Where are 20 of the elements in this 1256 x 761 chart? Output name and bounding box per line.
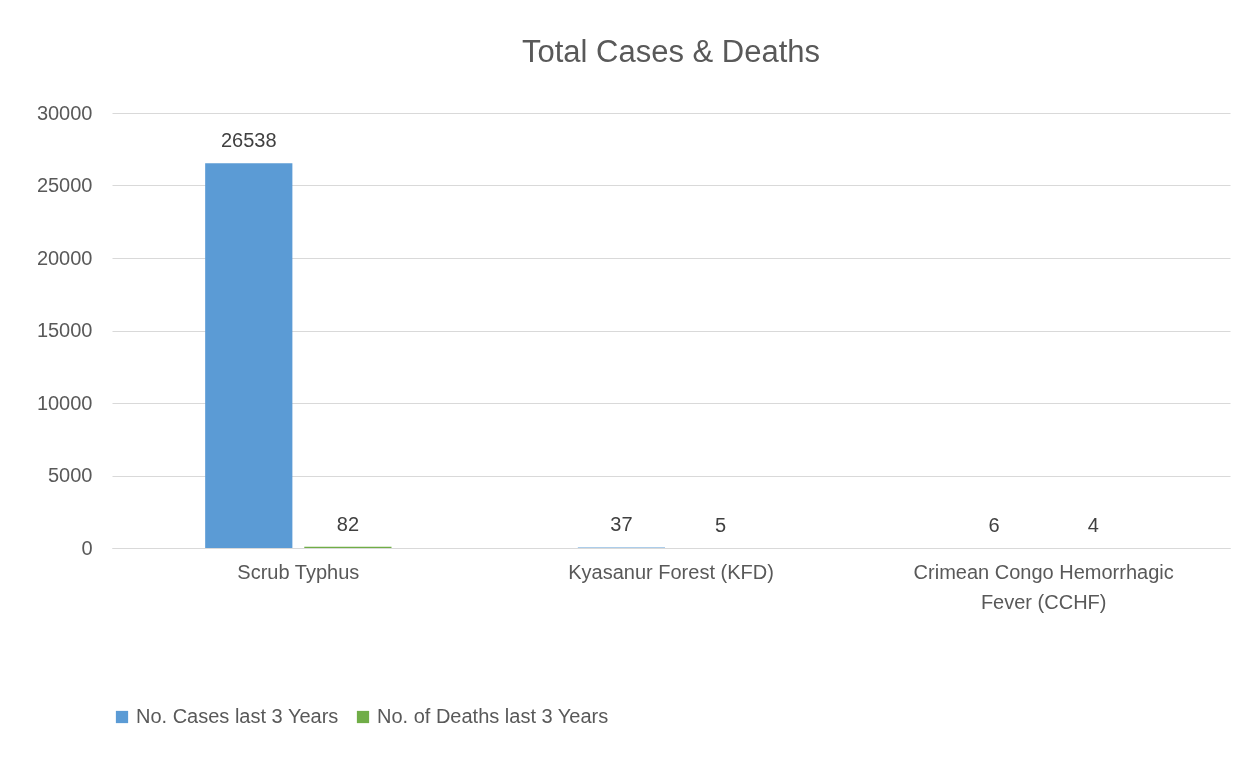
x-tick-label: Kyasanur Forest (KFD) (568, 560, 774, 583)
y-tick-label: 25000 (36, 174, 93, 196)
y-tick-label: 20000 (36, 246, 93, 269)
y-tick-label: 15000 (36, 319, 93, 341)
y-tick-label: 30000 (36, 101, 93, 124)
bar (205, 163, 293, 548)
chart-title: Total Cases & Deaths (521, 34, 821, 69)
data-label: 6 (988, 513, 1000, 536)
y-tick-label: 0 (81, 536, 93, 559)
data-label: 37 (610, 513, 633, 536)
data-label: 4 (1087, 513, 1099, 536)
x-tick-label: Crimean Congo Hemorrhagic Fever (CCHF) (913, 560, 1174, 613)
data-label: 82 (336, 512, 360, 535)
x-tick-label: Scrub Typhus (237, 560, 360, 583)
legend-label: No. of Deaths last 3 Years (377, 705, 609, 727)
legend-label: No. Cases last 3 Years (136, 705, 339, 727)
data-label: 26538 (220, 129, 277, 152)
y-tick-label: 10000 (36, 391, 93, 414)
data-label: 5 (714, 513, 727, 536)
y-tick-label: 5000 (48, 464, 93, 486)
